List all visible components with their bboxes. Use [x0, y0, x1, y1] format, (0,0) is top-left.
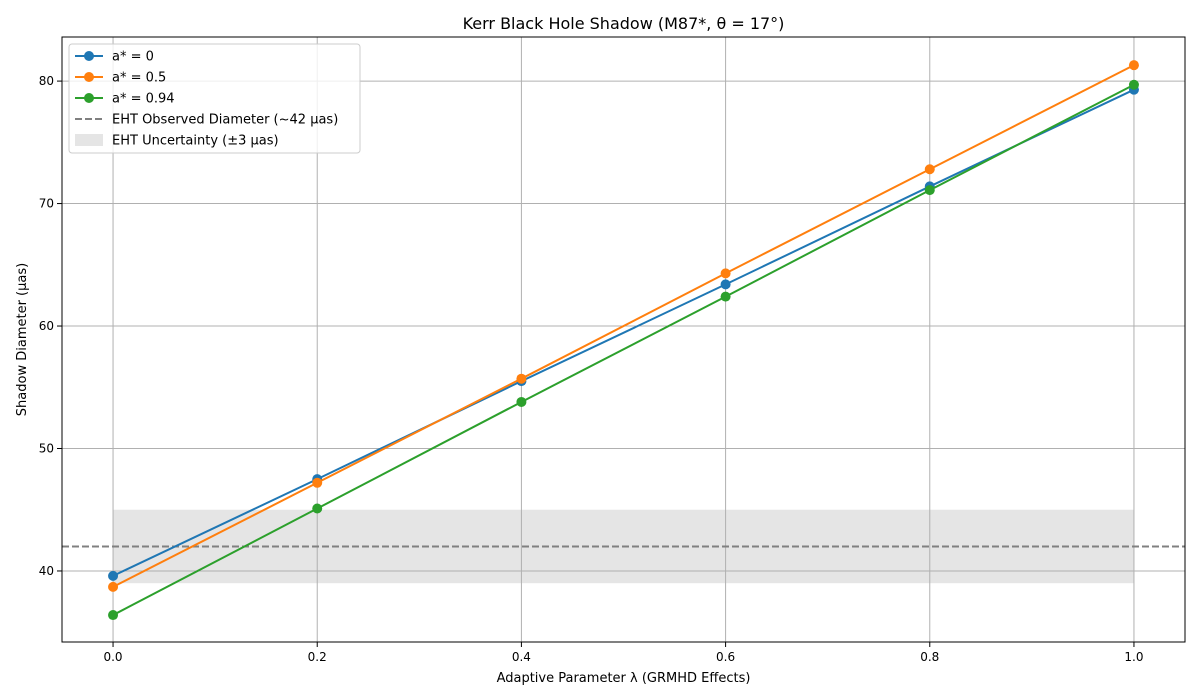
chart-title: Kerr Black Hole Shadow (M87*, θ = 17°)	[463, 14, 785, 33]
plot-frame	[61, 36, 1186, 643]
y-tick-label: 60	[39, 319, 54, 333]
y-tick-label: 40	[39, 564, 54, 578]
data-point	[720, 279, 731, 290]
x-tick-label: 0.6	[716, 650, 735, 664]
x-tick-label: 1.0	[1124, 650, 1143, 664]
legend: a* = 0 a* = 0.5 a* = 0.94 EHT Observed Diam…	[68, 43, 361, 154]
legend-swatch-marker	[84, 72, 94, 82]
series-line-1	[112, 64, 1135, 588]
series-line-2	[112, 83, 1135, 616]
legend-swatch-band	[75, 134, 103, 146]
legend-label: a* = 0	[112, 50, 154, 65]
data-point	[924, 164, 935, 175]
series-line-0	[112, 88, 1135, 577]
data-point	[108, 570, 119, 581]
grid-layer	[62, 37, 1185, 642]
y-tick-label: 50	[39, 441, 54, 455]
y-axis-label: Shadow Diameter (μas)	[15, 263, 30, 416]
data-point	[1128, 79, 1139, 90]
x-tick-label: 0.0	[103, 650, 122, 664]
series-layer	[108, 60, 1139, 621]
data-point	[1128, 60, 1139, 71]
tick-layer: 0.0 0.2 0.4 0.6 0.8 1.0 40 50 60 70 80	[39, 74, 1144, 664]
data-point	[312, 477, 323, 488]
data-point	[312, 503, 323, 514]
y-tick-label: 80	[39, 74, 54, 88]
data-point	[924, 185, 935, 196]
legend-box	[68, 43, 361, 154]
data-point	[108, 610, 119, 621]
x-axis-label: Adaptive Parameter λ (GRMHD Effects)	[497, 671, 751, 686]
legend-label: EHT Observed Diameter (~42 μas)	[112, 113, 338, 128]
legend-swatch-marker	[84, 93, 94, 103]
x-tick-label: 0.4	[512, 650, 531, 664]
x-tick-label: 0.8	[920, 650, 939, 664]
y-tick-label: 70	[39, 197, 54, 211]
data-point	[108, 581, 119, 592]
data-point	[516, 373, 527, 384]
data-point	[720, 268, 731, 279]
data-point	[516, 396, 527, 407]
data-point	[720, 291, 731, 302]
legend-label: EHT Uncertainty (±3 μas)	[112, 134, 279, 149]
x-tick-label: 0.2	[308, 650, 327, 664]
legend-label: a* = 0.94	[112, 92, 175, 107]
legend-label: a* = 0.5	[112, 71, 166, 86]
legend-swatch-marker	[84, 51, 94, 61]
